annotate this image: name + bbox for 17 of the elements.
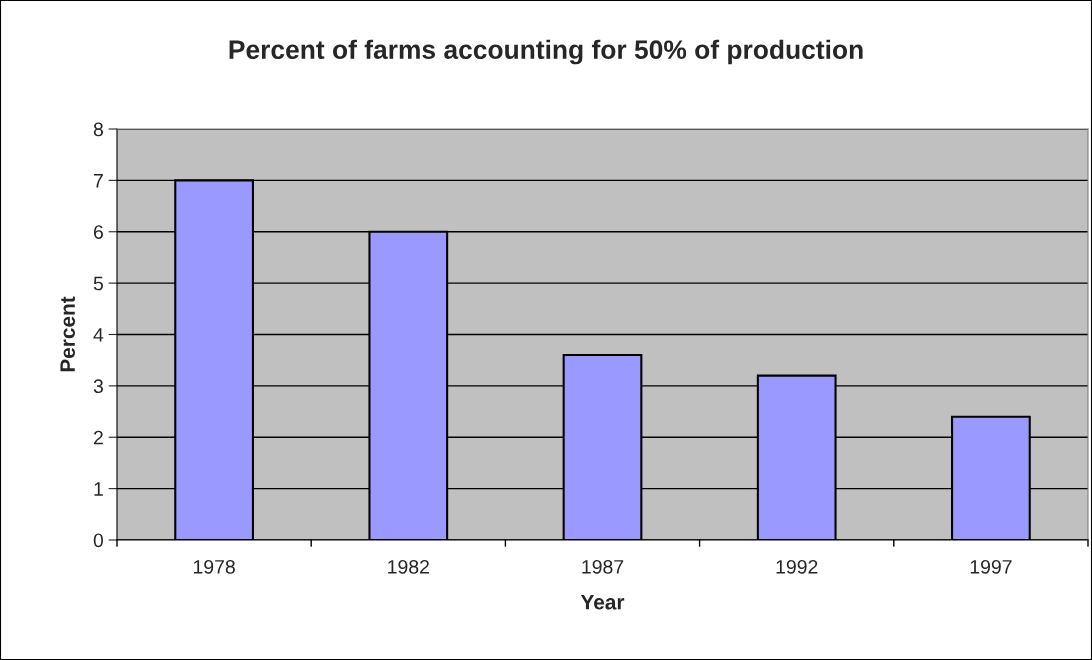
y-axis-title: Percent [60,296,75,372]
chart-title: Percent of farms accounting for 50% of production [229,39,863,65]
x-tick-label: 1987 [582,559,624,574]
y-tick-label: 3 [93,379,103,394]
x-tick-label: 1982 [388,559,429,574]
x-axis-title: Year [580,595,625,610]
y-tick-label: 0 [93,533,104,548]
y-tick-label: 1 [94,482,103,496]
x-tick-label: 1992 [776,559,818,574]
y-tick-label: 7 [93,174,103,188]
y-tick-label: 4 [93,328,104,342]
y-tick-label: 5 [93,276,103,291]
y-tick-label: 2 [93,430,103,445]
x-tick-label: 1978 [193,559,235,574]
x-tick-label: 1997 [970,559,1012,574]
y-tick-label: 8 [93,122,103,137]
y-tick-label: 6 [93,225,103,239]
